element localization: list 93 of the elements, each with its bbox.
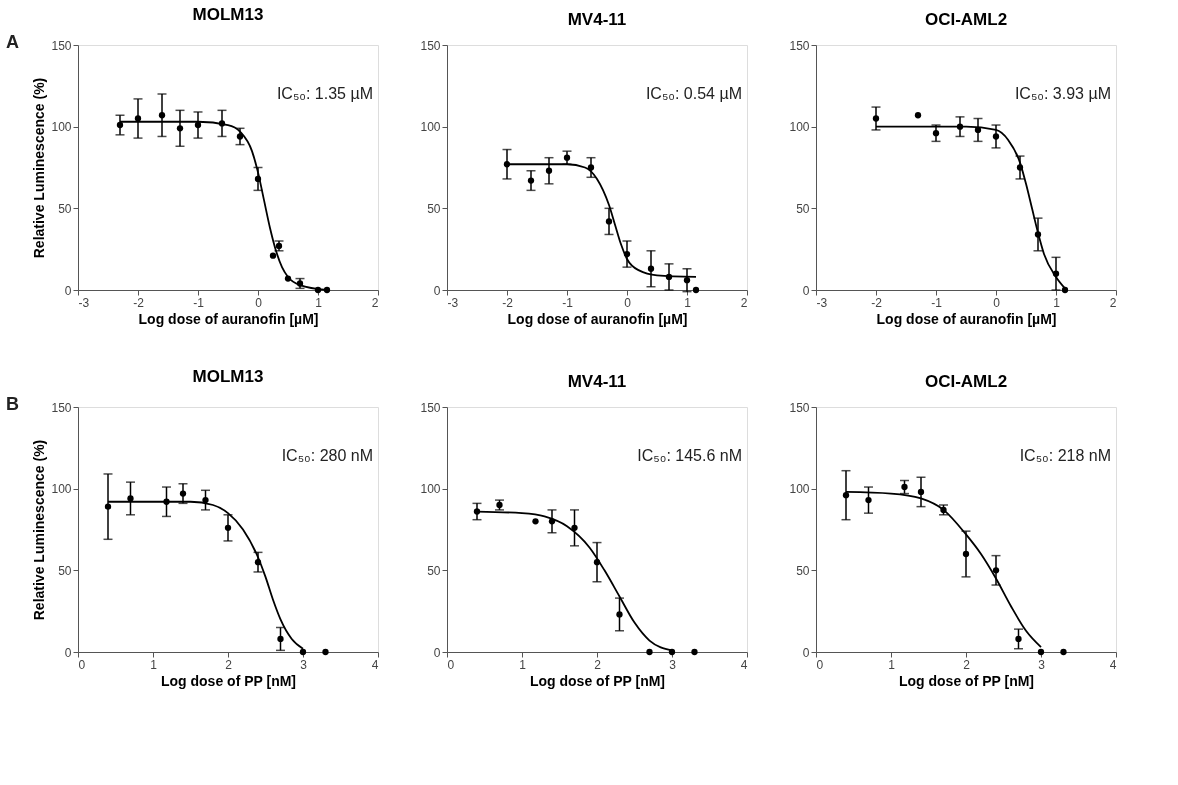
- x-tick-label: 2: [963, 657, 971, 672]
- x-tick-label: 1: [150, 657, 158, 672]
- y-tick-label: 50: [58, 201, 72, 216]
- y-axis-title: Relative Luminescence (%): [31, 77, 48, 259]
- y-tick-label: 0: [433, 283, 441, 298]
- point: [269, 252, 277, 259]
- x-tick-label: 1: [519, 657, 527, 672]
- x-tick-label: -3: [816, 295, 828, 310]
- y-tick-label: 0: [802, 645, 810, 660]
- y-tick-label: 150: [789, 400, 810, 415]
- y-tick-label: 100: [789, 482, 810, 497]
- chart-title: OCI-AML2: [924, 372, 1008, 391]
- y-tick-label: 150: [51, 400, 72, 415]
- chart-title: MOLM13: [192, 5, 264, 24]
- point: [646, 648, 653, 656]
- point: [901, 483, 908, 491]
- x-tick-label: 3: [300, 657, 308, 672]
- y-tick-label: 100: [51, 120, 72, 135]
- point: [1061, 286, 1069, 294]
- x-tick-label: 1: [315, 295, 323, 310]
- annotation: IC₅₀: 145.6 nM: [637, 447, 742, 464]
- text: A: [6, 32, 19, 52]
- x-tick-label: 1: [1053, 295, 1061, 310]
- annotation: IC₅₀: 0.54 µM: [645, 85, 742, 102]
- annotation: IC₅₀: 218 nM: [1019, 447, 1111, 464]
- x-tick-label: 2: [225, 657, 233, 672]
- y-tick-label: 50: [796, 201, 810, 216]
- point: [532, 518, 539, 525]
- x-tick-label: -1: [931, 295, 943, 310]
- x-tick-label: 2: [594, 657, 602, 672]
- x-axis-title: Log dose of auranofin [µM]: [876, 310, 1057, 327]
- y-tick-label: 50: [796, 563, 810, 578]
- chart-title: MOLM13: [192, 367, 264, 386]
- point: [692, 286, 700, 294]
- x-axis-title: Log dose of PP [nM]: [160, 672, 297, 689]
- point: [914, 112, 922, 119]
- x-tick-label: -2: [133, 295, 145, 310]
- x-tick-label: 1: [888, 657, 896, 672]
- y-axis-title: Relative Luminescence (%): [31, 439, 48, 621]
- x-tick-label: 3: [1038, 657, 1046, 672]
- point: [1037, 648, 1045, 656]
- point: [299, 648, 307, 656]
- x-axis-title: Log dose of auranofin [µM]: [507, 310, 688, 327]
- y-tick-label: 150: [51, 38, 72, 53]
- y-tick-label: 100: [789, 120, 810, 135]
- y-tick-label: 150: [789, 38, 810, 53]
- x-tick-label: 0: [447, 657, 455, 672]
- y-tick-label: 100: [51, 482, 72, 497]
- y-tick-label: 50: [58, 563, 72, 578]
- x-tick-label: -2: [871, 295, 883, 310]
- y-tick-label: 50: [427, 563, 441, 578]
- point: [691, 648, 698, 656]
- y-tick-label: 100: [420, 482, 441, 497]
- x-tick-label: 0: [255, 295, 263, 310]
- point: [277, 635, 284, 643]
- x-tick-label: 2: [1109, 295, 1117, 310]
- chart-title: MV4-11: [567, 372, 627, 391]
- x-axis-title: Log dose of PP [nM]: [529, 672, 666, 689]
- x-tick-label: 2: [371, 295, 379, 310]
- x-tick-label: 4: [740, 657, 748, 672]
- point: [1060, 648, 1067, 656]
- annotation: IC₅₀: 280 nM: [281, 447, 373, 464]
- x-axis-title: Log dose of PP [nM]: [898, 672, 1035, 689]
- text: B: [6, 394, 19, 414]
- x-tick-label: 1: [684, 295, 692, 310]
- x-tick-label: 0: [993, 295, 1001, 310]
- annotation: IC₅₀: 1.35 µM: [276, 85, 373, 102]
- x-tick-label: 2: [740, 295, 748, 310]
- y-tick-label: 100: [420, 120, 441, 135]
- point: [322, 648, 329, 656]
- y-tick-label: 0: [64, 645, 72, 660]
- x-tick-label: -2: [502, 295, 514, 310]
- x-tick-label: -1: [562, 295, 574, 310]
- chart-title: OCI-AML2: [924, 10, 1008, 29]
- x-tick-label: -1: [193, 295, 205, 310]
- x-tick-label: -3: [447, 295, 459, 310]
- x-tick-label: 0: [816, 657, 824, 672]
- x-axis-title: Log dose of auranofin [µM]: [138, 310, 319, 327]
- x-tick-label: -3: [78, 295, 90, 310]
- annotation: IC₅₀: 3.93 µM: [1014, 85, 1111, 102]
- point: [1015, 635, 1022, 643]
- x-tick-label: 0: [78, 657, 86, 672]
- x-tick-label: 4: [1109, 657, 1117, 672]
- y-tick-label: 0: [64, 283, 72, 298]
- x-tick-label: 3: [669, 657, 677, 672]
- y-tick-label: 0: [433, 645, 441, 660]
- y-tick-label: 50: [427, 201, 441, 216]
- y-tick-label: 150: [420, 400, 441, 415]
- x-tick-label: 4: [371, 657, 379, 672]
- y-tick-label: 150: [420, 38, 441, 53]
- chart-title: MV4-11: [567, 10, 627, 29]
- x-tick-label: 0: [624, 295, 632, 310]
- y-tick-label: 0: [802, 283, 810, 298]
